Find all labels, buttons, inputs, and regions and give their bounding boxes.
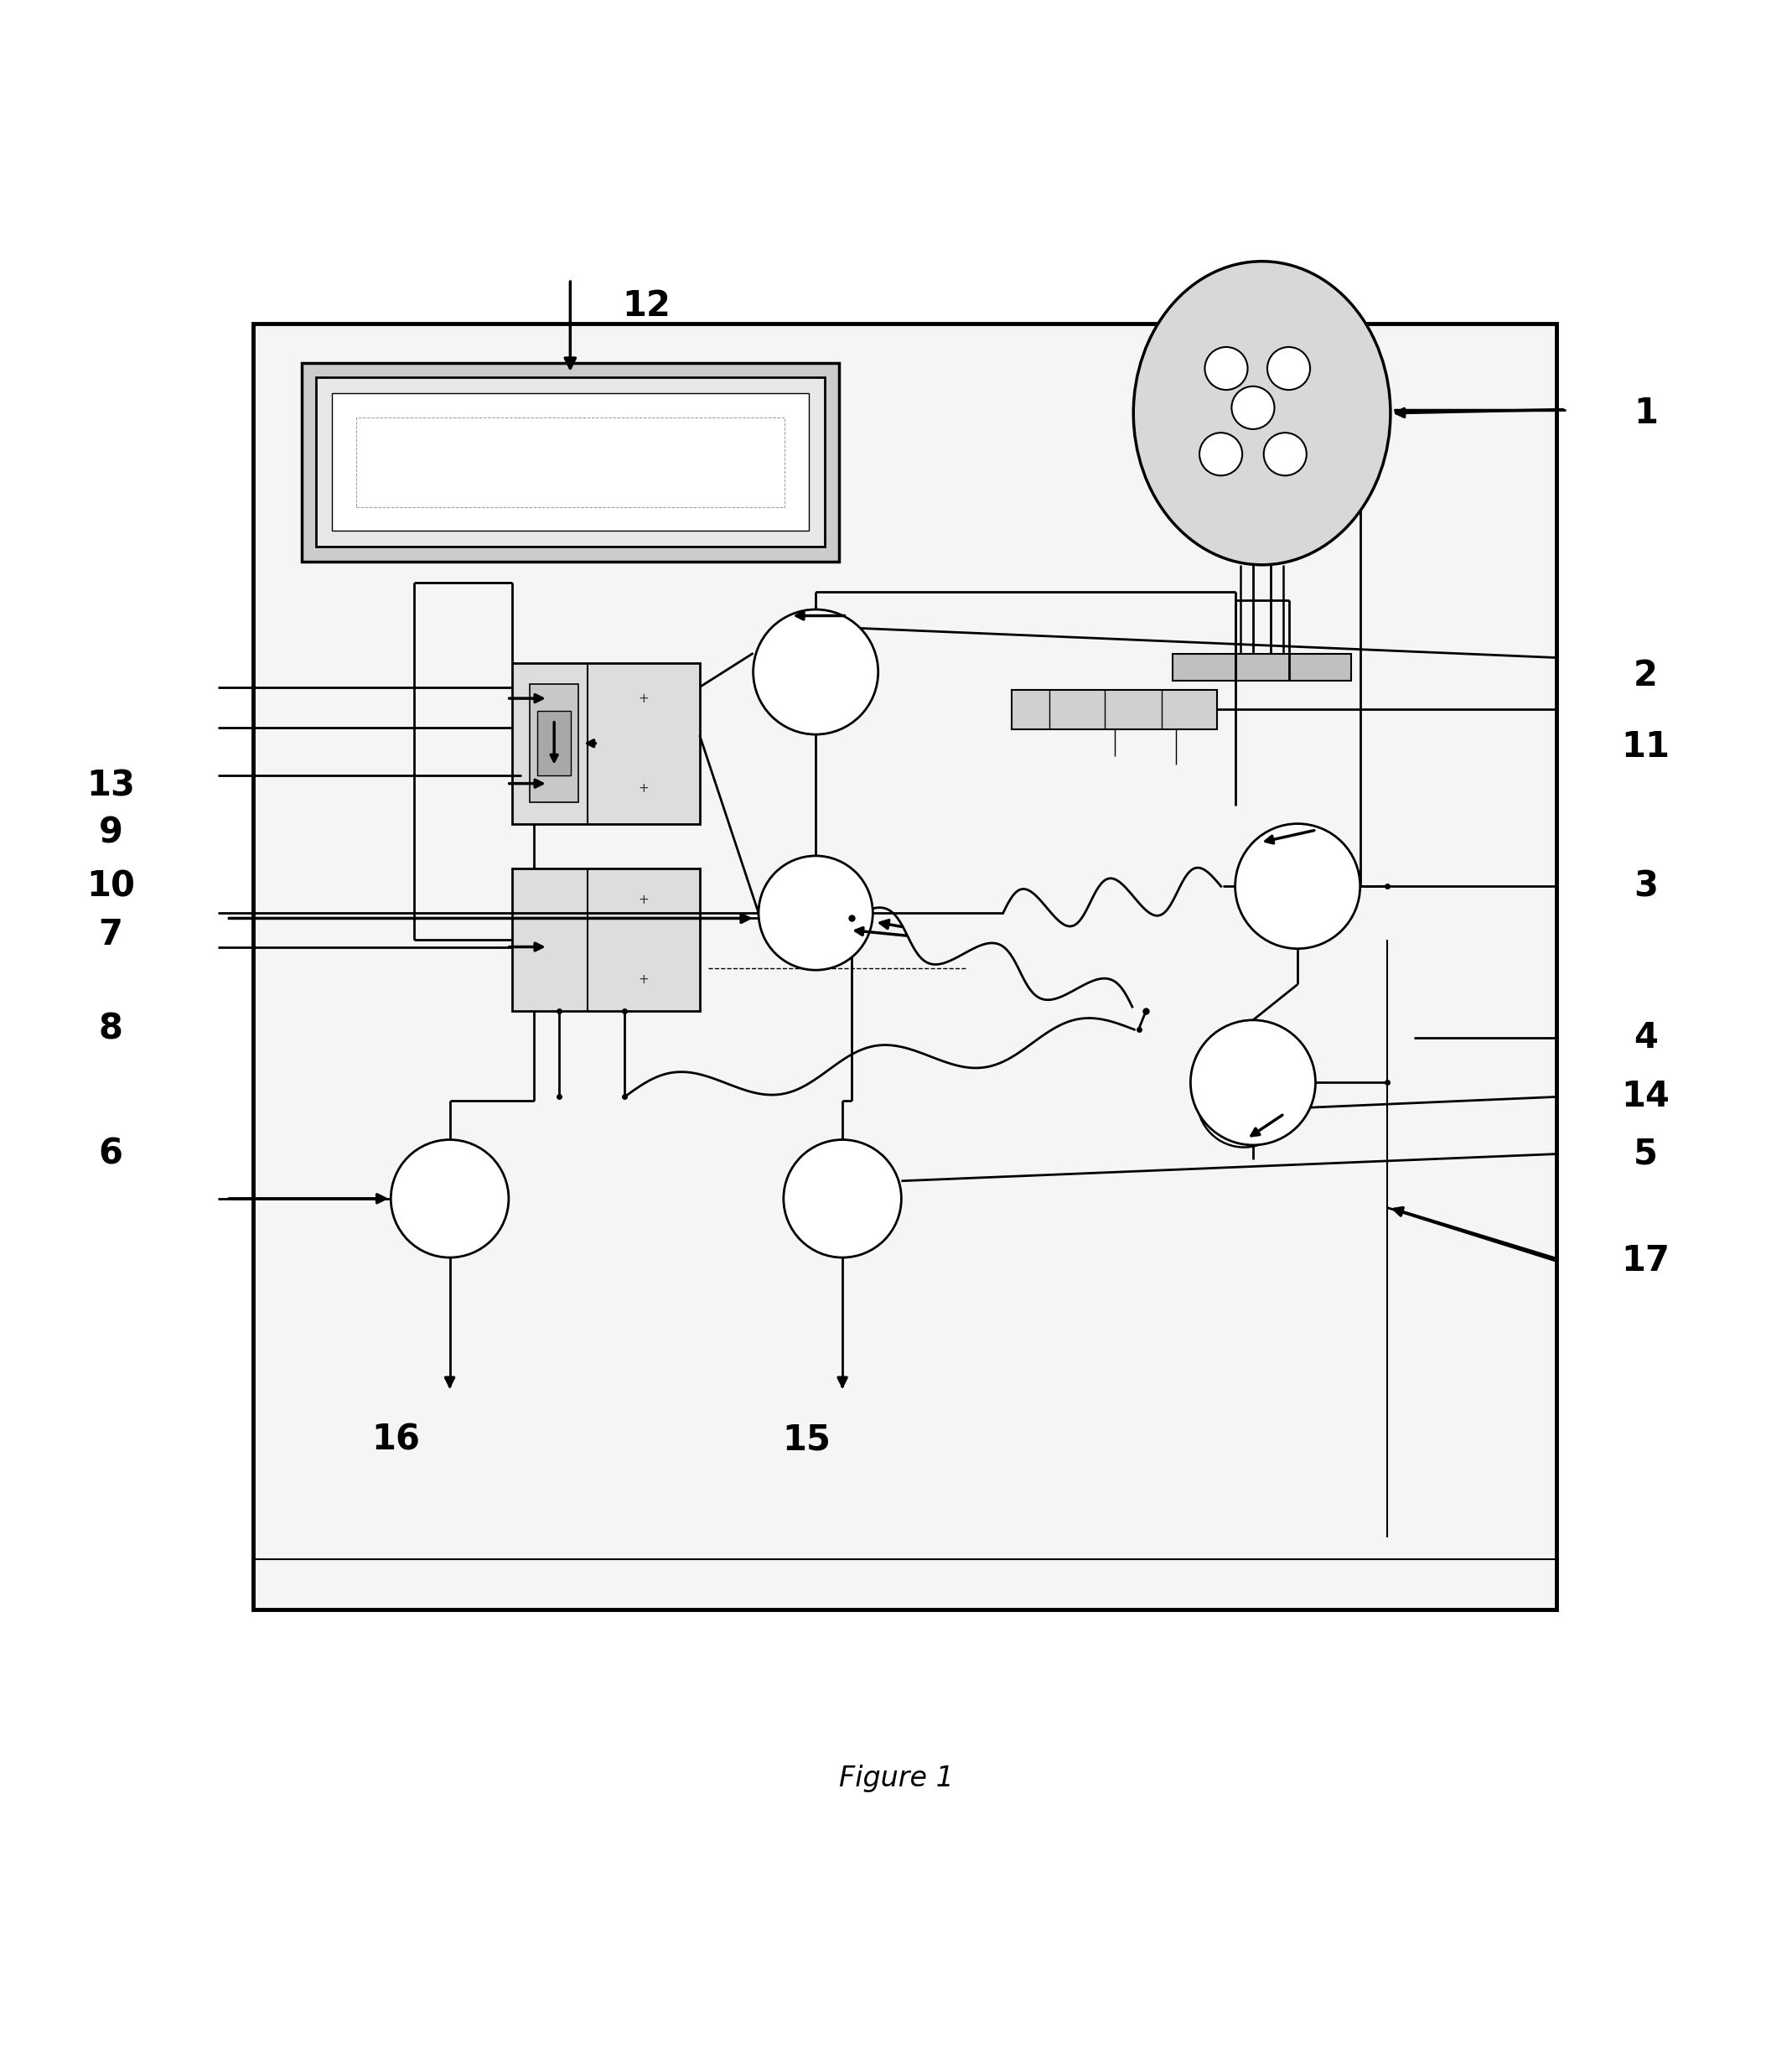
Bar: [513, 663, 699, 823]
Circle shape: [1190, 1021, 1315, 1144]
Bar: [332, 393, 808, 531]
Text: 8: 8: [99, 1010, 122, 1048]
Text: 12: 12: [622, 288, 670, 323]
Bar: [1172, 654, 1351, 681]
Text: +: +: [638, 782, 649, 794]
Circle shape: [1204, 348, 1247, 389]
Text: 17: 17: [1622, 1243, 1670, 1278]
Circle shape: [1199, 432, 1242, 475]
Text: 15: 15: [783, 1422, 831, 1457]
Bar: [538, 710, 572, 776]
Text: Figure 1: Figure 1: [839, 1766, 953, 1793]
Text: 6: 6: [99, 1136, 122, 1171]
Circle shape: [758, 856, 873, 969]
Circle shape: [753, 609, 878, 735]
Text: 9: 9: [99, 815, 122, 850]
Text: 16: 16: [373, 1422, 421, 1457]
Circle shape: [1197, 1054, 1290, 1146]
Circle shape: [391, 1140, 509, 1257]
Text: 4: 4: [1634, 1021, 1658, 1056]
Ellipse shape: [1133, 261, 1391, 564]
Text: +: +: [638, 973, 649, 986]
Text: 10: 10: [86, 868, 134, 903]
Text: 7: 7: [99, 916, 122, 953]
Circle shape: [1267, 348, 1310, 389]
Text: +: +: [638, 893, 649, 906]
Text: 11: 11: [1622, 729, 1670, 764]
Text: 3: 3: [1634, 868, 1658, 903]
Text: 2: 2: [1634, 659, 1658, 694]
Bar: [357, 418, 785, 506]
Bar: [315, 377, 824, 547]
Circle shape: [783, 1140, 901, 1257]
Text: +: +: [638, 691, 649, 704]
Text: 1: 1: [1634, 395, 1658, 430]
Circle shape: [1231, 387, 1274, 430]
Bar: [253, 323, 1557, 1609]
Bar: [1012, 689, 1217, 729]
Circle shape: [1263, 432, 1306, 475]
Text: 14: 14: [1622, 1078, 1670, 1115]
Circle shape: [1235, 823, 1360, 949]
Text: 13: 13: [86, 768, 134, 805]
Bar: [301, 362, 839, 562]
Bar: [513, 868, 699, 1010]
Text: 5: 5: [1634, 1136, 1658, 1171]
Bar: [530, 685, 579, 803]
